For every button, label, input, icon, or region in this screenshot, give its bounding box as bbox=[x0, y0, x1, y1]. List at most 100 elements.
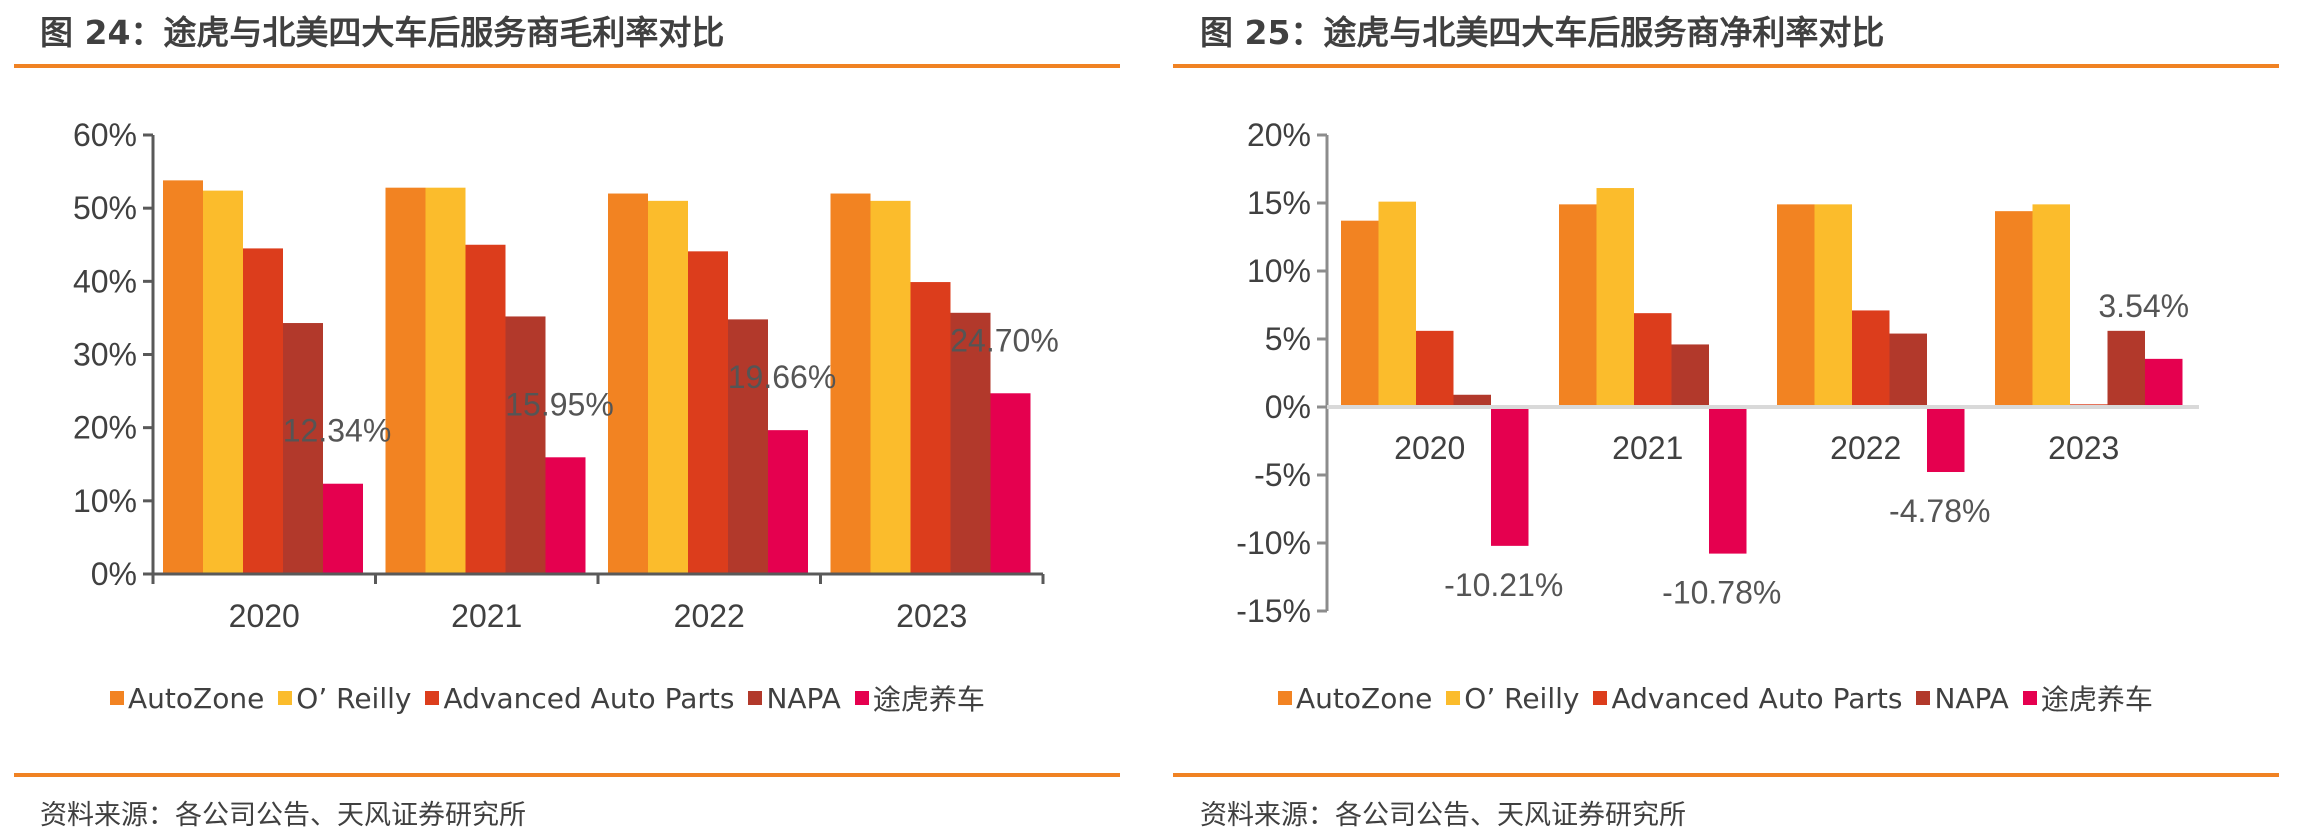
bar-advanced-auto-parts-2022 bbox=[1852, 310, 1890, 407]
bar-autozone-2022 bbox=[608, 193, 648, 575]
legend-swatch bbox=[278, 691, 293, 705]
bar-napa-2020 bbox=[1453, 394, 1491, 407]
bar-napa-2022 bbox=[1889, 333, 1927, 407]
bar-napa-2022 bbox=[728, 319, 768, 574]
y-tick-label: 40% bbox=[73, 263, 137, 299]
legend-label: Advanced Auto Parts bbox=[443, 681, 735, 715]
legend-swatch bbox=[2022, 691, 2037, 705]
bar-tuhu-2020 bbox=[1491, 407, 1529, 546]
x-category-label: 2022 bbox=[674, 598, 745, 634]
bar-tuhu-2023 bbox=[990, 393, 1031, 574]
legend-label: AutoZone bbox=[128, 681, 265, 715]
bar-autozone-2021 bbox=[385, 187, 426, 574]
x-category-label: 2023 bbox=[896, 598, 967, 634]
bar-napa-2021 bbox=[1671, 344, 1709, 407]
footer-divider-left bbox=[14, 773, 1120, 777]
bar-tuhu-2021 bbox=[1709, 407, 1747, 554]
data-label-tuhu-2023: 3.54% bbox=[2098, 288, 2189, 324]
y-tick-label: 30% bbox=[73, 337, 137, 373]
bar-advanced-auto-parts-2023 bbox=[910, 282, 951, 574]
title-divider-left bbox=[14, 64, 1120, 68]
net-margin-chart: -15% -10% -5% 0% 5% 10% 15% 20% 2020 2021 2022 2023… bbox=[1236, 117, 2199, 629]
bar-napa-2020 bbox=[283, 323, 323, 574]
bar-autozone-2021 bbox=[1559, 204, 1597, 407]
legend-swatch bbox=[1916, 691, 1931, 705]
bar-autozone-2023 bbox=[830, 193, 871, 575]
bar-o-reilly-2022 bbox=[648, 200, 688, 574]
bar-o-reilly-2021 bbox=[1596, 188, 1634, 407]
legend-swatch bbox=[425, 691, 440, 705]
legend-swatch bbox=[1593, 691, 1608, 705]
legend-net-margin: AutoZone O’ Reilly Advanced Auto Parts NAPA… bbox=[1278, 680, 2167, 716]
bar-tuhu-2022 bbox=[768, 430, 808, 574]
legend-label: O’ Reilly bbox=[1464, 681, 1580, 715]
legend-item-o-reilly: O’ Reilly bbox=[278, 682, 411, 715]
legend-label: O’ Reilly bbox=[296, 681, 412, 715]
chart-title-gross-margin: 图 24：途虎与北美四大车后服务商毛利率对比 bbox=[40, 13, 725, 52]
legend-swatch bbox=[1278, 691, 1292, 705]
bar-o-reilly-2021 bbox=[425, 187, 466, 574]
bar-tuhu-2022 bbox=[1927, 407, 1965, 473]
bar-advanced-auto-parts-2021 bbox=[1634, 313, 1672, 407]
legend-label: NAPA bbox=[766, 681, 841, 715]
data-label-tuhu-2022: 19.66% bbox=[728, 359, 837, 395]
legend-gross-margin: AutoZone O’ Reilly Advanced Auto Parts NAPA… bbox=[110, 680, 999, 716]
y-tick-label: 0% bbox=[91, 556, 137, 592]
bar-tuhu-2021 bbox=[545, 457, 586, 574]
x-category-label: 2023 bbox=[2048, 430, 2119, 466]
footer-divider-right bbox=[1173, 773, 2279, 777]
legend-item-advanced-auto-parts: Advanced Auto Parts bbox=[1593, 682, 1902, 715]
y-tick-label: 5% bbox=[1265, 321, 1311, 357]
bar-autozone-2020 bbox=[163, 180, 203, 574]
y-tick-label: -15% bbox=[1236, 593, 1311, 629]
data-label-tuhu-2021: 15.95% bbox=[505, 386, 614, 422]
x-category-label: 2022 bbox=[1830, 430, 1901, 466]
bar-o-reilly-2023 bbox=[870, 200, 911, 574]
data-label-tuhu-2023: 24.70% bbox=[950, 322, 1059, 358]
gross-margin-chart: 0% 10% 20% 30% 40% 50% 60% 2020 2021 2022 2023 12.3… bbox=[73, 117, 1059, 634]
x-category-label: 2021 bbox=[451, 598, 522, 634]
bar-advanced-auto-parts-2021 bbox=[465, 244, 506, 574]
legend-label: AutoZone bbox=[1296, 681, 1433, 715]
legend-label: NAPA bbox=[1934, 681, 2009, 715]
legend-swatch bbox=[1446, 691, 1461, 705]
bar-napa-2023 bbox=[2107, 330, 2145, 407]
legend-item-tuhu: 途虎养车 bbox=[854, 678, 985, 718]
y-tick-label: 50% bbox=[73, 190, 137, 226]
bar-napa-2023 bbox=[950, 312, 991, 574]
legend-label: 途虎养车 bbox=[2040, 683, 2153, 716]
legend-item-advanced-auto-parts: Advanced Auto Parts bbox=[425, 682, 734, 715]
y-tick-label: -10% bbox=[1236, 525, 1311, 561]
legend-item-napa: NAPA bbox=[1916, 681, 2009, 715]
legend-item-tuhu: 途虎养车 bbox=[2022, 678, 2153, 718]
bar-autozone-2023 bbox=[1995, 211, 2033, 407]
y-tick-label: -5% bbox=[1254, 457, 1311, 493]
legend-swatch bbox=[110, 691, 124, 705]
data-label-tuhu-2020: 12.34% bbox=[283, 413, 392, 449]
bar-autozone-2020 bbox=[1341, 220, 1379, 407]
bar-advanced-auto-parts-2020 bbox=[243, 248, 283, 575]
data-label-tuhu-2022: -4.78% bbox=[1889, 493, 1990, 529]
x-category-label: 2020 bbox=[229, 598, 300, 634]
y-tick-label: 60% bbox=[73, 117, 137, 153]
y-tick-label: 0% bbox=[1265, 389, 1311, 425]
legend-item-napa: NAPA bbox=[748, 681, 841, 715]
y-tick-label: 15% bbox=[1247, 185, 1311, 221]
legend-label: 途虎养车 bbox=[872, 683, 985, 716]
legend-item-o-reilly: O’ Reilly bbox=[1446, 682, 1579, 715]
data-label-tuhu-2021: -10.78% bbox=[1662, 575, 1781, 611]
source-note-right: 资料来源：各公司公告、天风证券研究所 bbox=[1200, 800, 1686, 831]
bar-o-reilly-2022 bbox=[1814, 204, 1852, 407]
bar-napa-2021 bbox=[505, 316, 546, 574]
bar-advanced-auto-parts-2020 bbox=[1416, 330, 1454, 407]
legend-swatch bbox=[748, 691, 763, 705]
y-tick-label: 20% bbox=[1247, 117, 1311, 153]
legend-item-autozone: AutoZone bbox=[110, 682, 264, 715]
bar-o-reilly-2020 bbox=[203, 190, 243, 574]
bar-tuhu-2023 bbox=[2145, 358, 2183, 407]
data-label-tuhu-2020: -10.21% bbox=[1444, 567, 1563, 603]
x-category-label: 2021 bbox=[1612, 430, 1683, 466]
legend-label: Advanced Auto Parts bbox=[1611, 681, 1903, 715]
legend-swatch bbox=[854, 691, 869, 705]
legend-item-autozone: AutoZone bbox=[1278, 682, 1432, 715]
